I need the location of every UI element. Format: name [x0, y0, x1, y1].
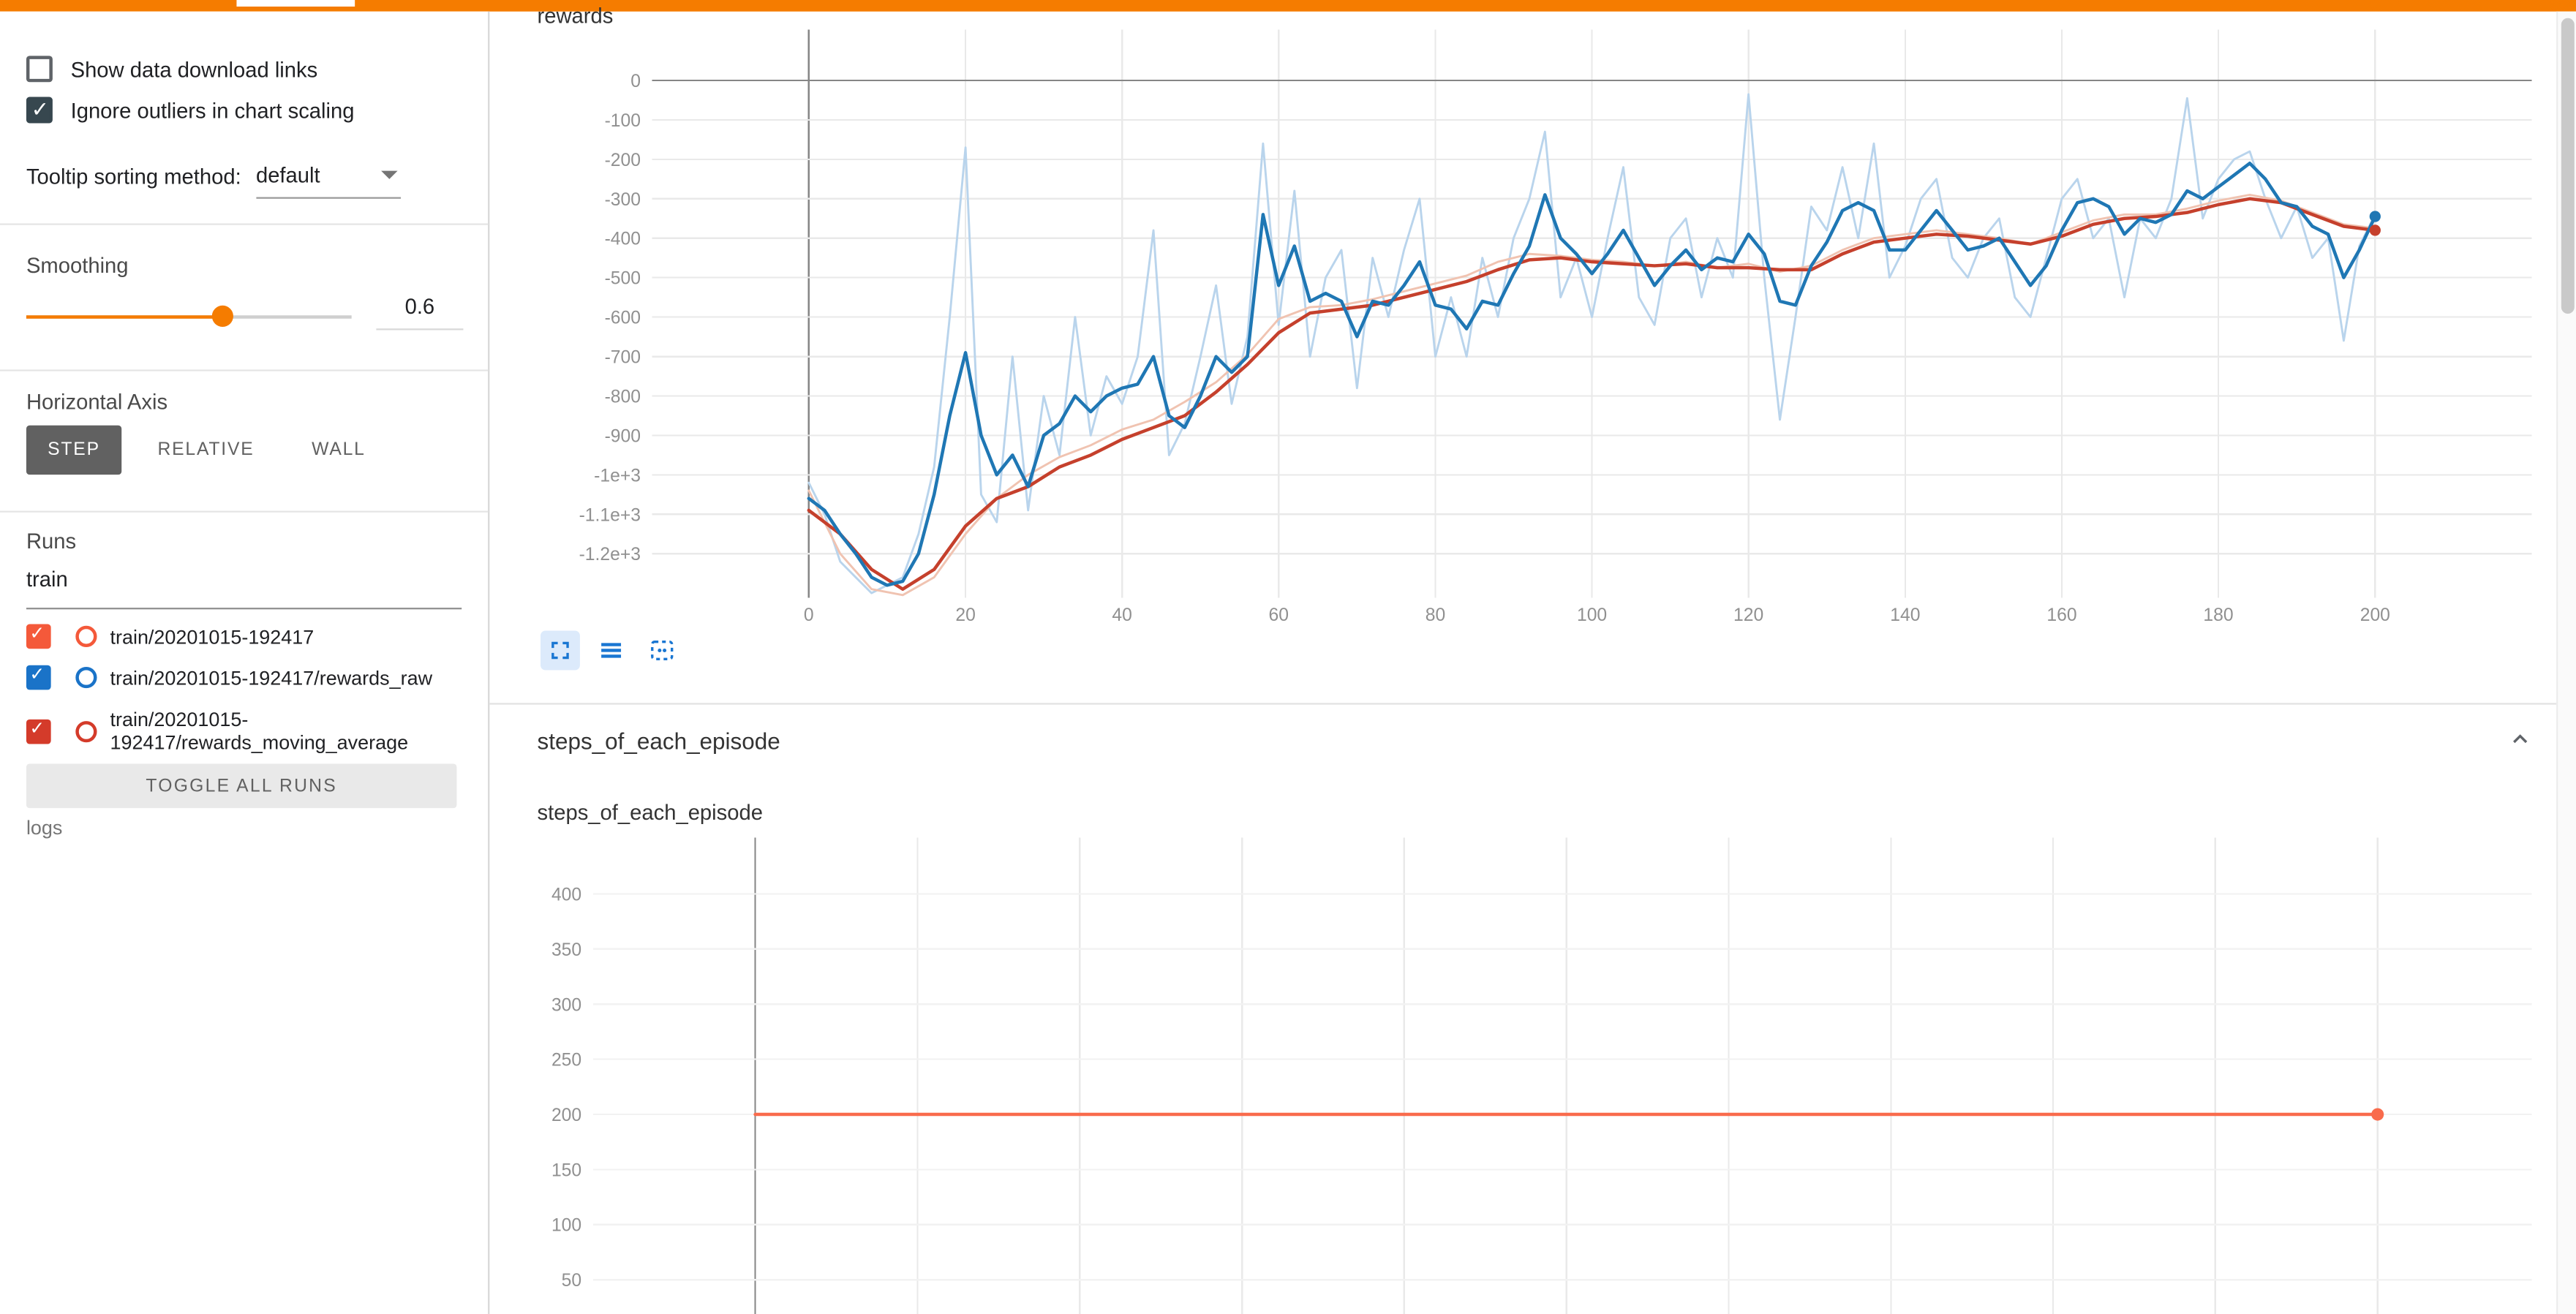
- chart-toolbar: [540, 630, 682, 671]
- divider: [0, 369, 489, 371]
- slider-fill: [26, 315, 222, 319]
- slider-thumb[interactable]: [211, 305, 233, 327]
- svg-text:180: 180: [2203, 605, 2233, 625]
- svg-text:60: 60: [1268, 605, 1288, 625]
- axis-wall-button[interactable]: WALL: [290, 426, 387, 475]
- smoothing-label: Smoothing: [26, 252, 129, 278]
- svg-text:100: 100: [551, 1216, 581, 1236]
- checkbox-checked-icon[interactable]: [26, 97, 53, 124]
- svg-text:-200: -200: [605, 151, 641, 170]
- svg-text:-600: -600: [605, 309, 641, 328]
- fullscreen-icon: [551, 641, 569, 660]
- svg-text:-400: -400: [605, 230, 641, 249]
- svg-text:0: 0: [630, 72, 641, 91]
- svg-text:200: 200: [2360, 605, 2390, 625]
- checkbox-label: Ignore outliers in chart scaling: [70, 97, 355, 123]
- svg-text:100: 100: [1577, 605, 1607, 625]
- svg-text:20: 20: [955, 605, 975, 625]
- svg-text:-300: -300: [605, 190, 641, 210]
- divider: [489, 703, 2557, 705]
- checkbox-unchecked-icon[interactable]: [26, 56, 53, 83]
- svg-text:50: 50: [562, 1271, 581, 1291]
- svg-text:140: 140: [1890, 605, 1920, 625]
- settings-sidebar: Show data download links Ignore outliers…: [0, 11, 490, 1314]
- run-color-circle-icon: [75, 625, 97, 648]
- fit-domain-icon: [651, 641, 674, 660]
- svg-text:-700: -700: [605, 348, 641, 368]
- svg-text:250: 250: [551, 1051, 581, 1071]
- run-row[interactable]: train/20201015-192417/rewards_moving_ave…: [26, 708, 455, 754]
- tooltip-sorting-select[interactable]: default: [255, 162, 401, 199]
- runs-label: Runs: [26, 529, 77, 554]
- ignore-outliers-row[interactable]: Ignore outliers in chart scaling: [26, 97, 355, 124]
- tooltip-sorting-value: default: [255, 162, 320, 188]
- run-row[interactable]: train/20201015-192417: [26, 622, 455, 649]
- axis-step-button[interactable]: STEP: [26, 425, 122, 475]
- dropdown-arrow-icon: [380, 170, 398, 179]
- toggle-all-runs-button[interactable]: TOGGLE ALL RUNS: [26, 763, 457, 809]
- divider: [0, 510, 489, 513]
- smoothing-value-input[interactable]: 0.6: [376, 294, 464, 331]
- svg-text:0: 0: [804, 605, 814, 625]
- horizontal-axis-label: Horizontal Axis: [26, 389, 168, 415]
- data-table-icon: [601, 643, 622, 658]
- collapse-section-button[interactable]: [2501, 720, 2540, 759]
- rewards-chart[interactable]: 0 20 40 60 80 100 120 140 160 180 200 0 -100 -200 -300…: [537, 29, 2540, 628]
- run-label: train/20201015-192417/rewards_raw: [110, 665, 433, 690]
- chevron-up-icon: [2513, 734, 2528, 744]
- scrollbar-thumb[interactable]: [2561, 18, 2575, 314]
- smoothing-control: 0.6: [26, 294, 464, 336]
- svg-text:160: 160: [2046, 605, 2076, 625]
- steps-chart[interactable]: 400 350 300 250 200 150 100 50: [537, 837, 2540, 1314]
- svg-text:-800: -800: [605, 388, 641, 407]
- svg-text:-900: -900: [605, 426, 641, 446]
- svg-text:40: 40: [1112, 605, 1131, 625]
- expand-chart-button[interactable]: [540, 630, 580, 671]
- svg-text:120: 120: [1733, 605, 1763, 625]
- data-table-button[interactable]: [592, 631, 631, 671]
- tooltip-sorting-label: Tooltip sorting method:: [26, 164, 241, 189]
- run-visibility-checkbox[interactable]: [26, 717, 51, 744]
- runs-filter-value: train: [26, 566, 68, 592]
- svg-text:-1.2e+3: -1.2e+3: [579, 545, 641, 565]
- run-row[interactable]: train/20201015-192417/rewards_raw: [26, 663, 455, 690]
- run-color-circle-icon: [75, 720, 97, 742]
- svg-text:-100: -100: [605, 111, 641, 131]
- active-tab-indicator: [236, 0, 355, 7]
- runs-filter-input[interactable]: train: [26, 566, 462, 610]
- svg-text:300: 300: [551, 995, 581, 1015]
- svg-text:400: 400: [551, 885, 581, 905]
- run-label: train/20201015-192417: [110, 624, 315, 649]
- run-color-circle-icon: [75, 666, 97, 689]
- checkbox-label: Show data download links: [70, 56, 318, 82]
- tensorboard-toolbar: [0, 0, 2576, 12]
- run-label: train/20201015-192417/rewards_moving_ave…: [110, 708, 409, 755]
- svg-text:200: 200: [551, 1106, 581, 1125]
- steps-section-header[interactable]: steps_of_each_episode: [537, 728, 780, 755]
- horizontal-axis-toggle: STEP RELATIVE WALL: [26, 425, 387, 475]
- svg-text:-500: -500: [605, 269, 641, 289]
- svg-text:150: 150: [551, 1161, 581, 1181]
- run-visibility-checkbox[interactable]: [26, 622, 51, 649]
- smoothing-slider[interactable]: [26, 304, 352, 331]
- svg-text:-1.1e+3: -1.1e+3: [579, 505, 641, 525]
- logdir-label: logs: [26, 816, 63, 839]
- scrollbar[interactable]: [2556, 11, 2576, 1314]
- svg-text:80: 80: [1426, 605, 1445, 625]
- divider: [0, 223, 489, 225]
- show-data-download-links-row[interactable]: Show data download links: [26, 56, 318, 83]
- svg-text:-1e+3: -1e+3: [594, 466, 641, 486]
- fit-domain-button[interactable]: [642, 631, 682, 671]
- tooltip-sorting-row: Tooltip sorting method: default: [26, 162, 401, 199]
- rewards-chart-title: rewards: [537, 3, 614, 29]
- svg-text:350: 350: [551, 940, 581, 960]
- axis-relative-button[interactable]: RELATIVE: [136, 426, 275, 475]
- run-visibility-checkbox[interactable]: [26, 663, 51, 690]
- steps-chart-title: steps_of_each_episode: [537, 799, 764, 825]
